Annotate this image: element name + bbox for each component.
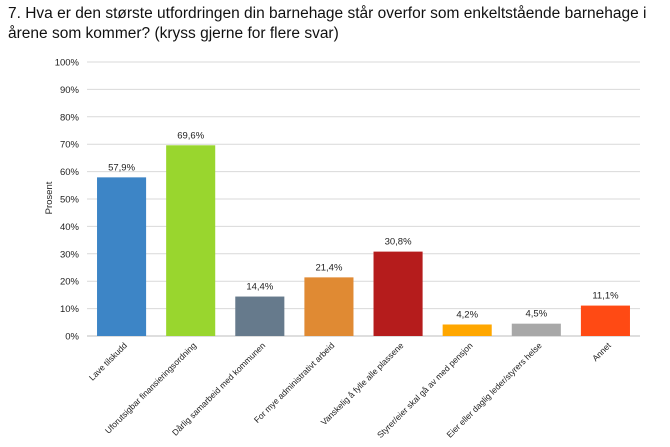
bar (511, 323, 561, 336)
y-tick-label: 50% (60, 195, 80, 206)
bar (235, 296, 285, 336)
data-label: 4,5% (525, 309, 547, 320)
bar (304, 277, 354, 336)
x-tick-label: For mye administrativt arbeid (252, 340, 337, 425)
y-tick-label: 70% (60, 140, 80, 151)
data-label: 30,8% (385, 237, 412, 248)
y-tick-label: 100% (55, 58, 80, 69)
y-tick-label: 40% (60, 222, 80, 233)
y-tick-label: 80% (60, 112, 80, 123)
data-label: 21,4% (315, 262, 342, 273)
bar (166, 145, 216, 336)
bar (373, 251, 423, 336)
bars (97, 145, 630, 336)
value-labels: 57,9% 69,6% 14,4% 21,4% 30,8% 4,2% 4,5% 11,1% (108, 130, 619, 320)
bar (97, 177, 147, 336)
chart-title: 7. Hva er den største utfordringen din b… (8, 5, 647, 42)
x-tick-label: Lave tilskudd (87, 340, 129, 382)
y-tick-label: 10% (60, 304, 80, 315)
y-tick-label: 20% (60, 277, 80, 288)
y-tick-label: 0% (65, 332, 79, 343)
data-label: 69,6% (177, 130, 204, 141)
y-axis-label: Prosent (44, 181, 55, 214)
y-tick-label: 90% (60, 85, 80, 96)
y-tick-label: 60% (60, 167, 80, 178)
data-label: 14,4% (246, 282, 273, 293)
y-tick-label: 30% (60, 249, 80, 260)
x-tick-label: Annet (590, 340, 613, 363)
data-label: 4,2% (456, 309, 478, 320)
data-label: 57,9% (108, 162, 135, 173)
bar (580, 305, 630, 336)
y-axis-ticks: 0% 10% 20% 30% 40% 50% 60% 70% 80% 90% 100% (55, 58, 80, 343)
bar (442, 324, 492, 336)
data-label: 11,1% (592, 291, 619, 302)
